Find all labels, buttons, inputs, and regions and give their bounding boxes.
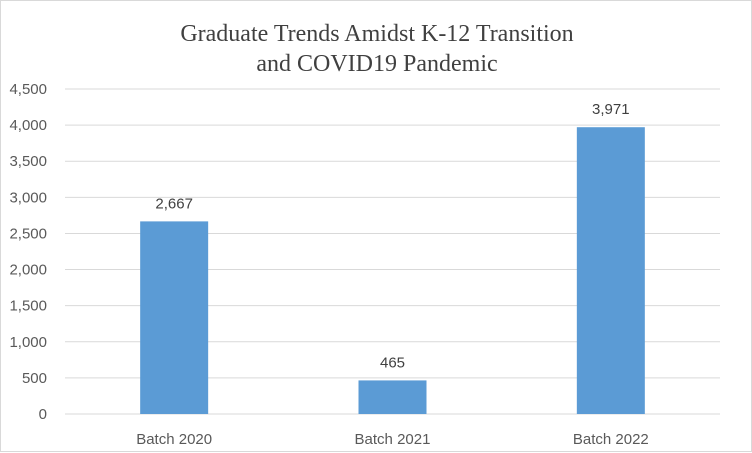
- y-tick-label: 500: [22, 370, 47, 387]
- x-category-label: Batch 2020: [136, 431, 212, 448]
- data-label: 2,667: [155, 195, 193, 212]
- y-tick-label: 1,500: [9, 298, 47, 315]
- x-category-label: Batch 2022: [573, 431, 649, 448]
- data-labels: 2,667 465 3,971: [155, 101, 629, 371]
- chart-title: Graduate Trends Amidst K-12 Transition a…: [180, 21, 573, 77]
- chart-title-line-1: Graduate Trends Amidst K-12 Transition: [180, 21, 573, 47]
- bar: [576, 127, 645, 414]
- data-label: 3,971: [592, 101, 630, 118]
- y-tick-label: 0: [39, 406, 47, 423]
- y-tick-label: 2,000: [9, 262, 47, 279]
- y-tick-label: 4,000: [9, 117, 47, 134]
- x-category-label: Batch 2021: [355, 431, 431, 448]
- data-label: 465: [380, 354, 405, 371]
- bar: [358, 380, 427, 414]
- y-tick-label: 3,500: [9, 153, 47, 170]
- y-axis-ticks: 0 500 1,000 1,500 2,000 2,500 3,000 3,500 4,000 4…: [9, 81, 47, 423]
- y-tick-label: 3,000: [9, 189, 47, 206]
- bar: [140, 221, 209, 414]
- bars: [140, 127, 645, 414]
- x-axis-categories: Batch 2020 Batch 2021 Batch 2022: [136, 431, 649, 448]
- chart-title-line-2: and COVID19 Pandemic: [256, 51, 497, 77]
- y-tick-label: 4,500: [9, 81, 47, 98]
- y-tick-label: 2,500: [9, 225, 47, 242]
- y-tick-label: 1,000: [9, 334, 47, 351]
